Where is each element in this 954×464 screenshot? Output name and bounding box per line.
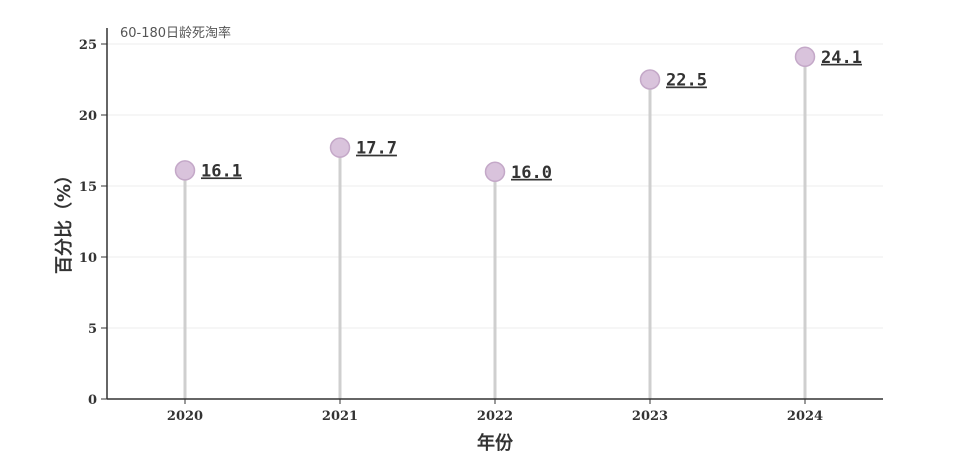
data-point [639,69,661,90]
y-ticks: 0 5 10 15 20 25 [79,38,107,408]
x-ticks: 2020 2021 2022 2023 2024 [167,399,823,424]
data-labels: 16.1 17.7 16.0 22.5 24.1 [201,48,862,183]
x-tick-label: 2022 [477,409,513,424]
data-label: 17.7 [356,139,397,159]
y-axis-title: 百分比（%） [54,166,75,274]
x-tick-label: 2020 [167,409,203,424]
data-point [794,46,816,68]
x-axis-title: 年份 [477,432,514,454]
data-point [484,161,506,183]
data-label: 16.0 [511,163,552,183]
data-label: 16.1 [201,161,242,181]
data-label: 24.1 [821,48,862,68]
y-tick-label: 5 [88,322,97,337]
data-point [174,160,196,181]
markers [174,46,816,183]
y-tick-label: 0 [88,393,97,408]
series-label: 60-180日龄死淘率 [120,25,231,41]
data-label: 22.5 [666,71,707,91]
y-tick-label: 15 [79,180,97,195]
stems [183,56,807,399]
data-point [329,137,351,158]
x-tick-label: 2021 [322,409,358,424]
y-tick-label: 20 [79,109,97,124]
y-tick-label: 10 [79,251,97,266]
y-tick-label: 25 [79,38,97,53]
x-tick-label: 2024 [787,409,823,424]
x-tick-label: 2023 [632,409,668,424]
